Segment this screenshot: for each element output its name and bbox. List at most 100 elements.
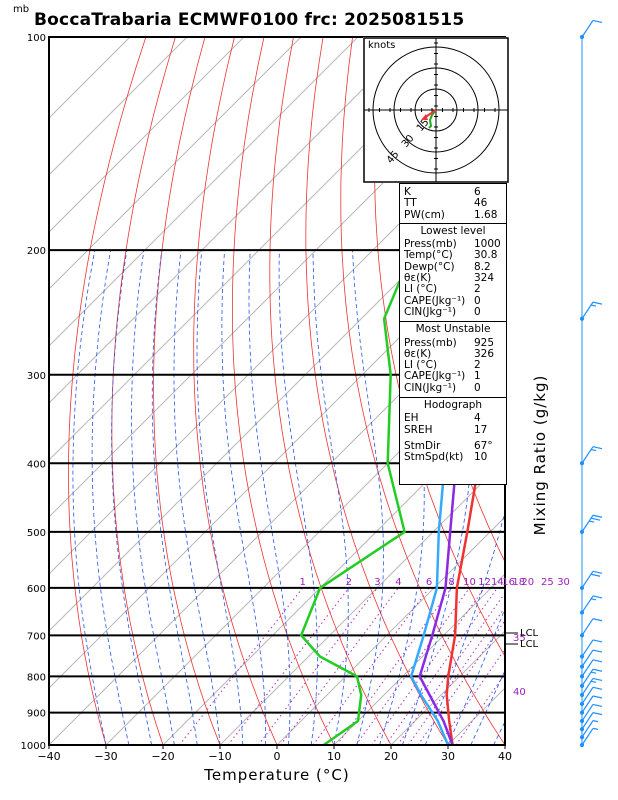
pressure-label: 400 [27,459,46,470]
wind-barb [579,570,603,591]
index-label: Temp(°C) [404,249,453,262]
mixing-ratio-label: 10 [463,577,476,588]
moist-adiabat [91,250,130,745]
tt-value: 46 [474,197,488,210]
mixing-ratio-line [227,587,350,745]
moist-adiabat [221,250,267,745]
isotherm [49,37,188,176]
wind-barb [579,301,603,321]
x-tick-label: −20 [151,750,174,763]
mixing-ratio-label: 20 [521,577,534,588]
mixing-ratio-line [407,606,505,745]
chart-title: BoccaTrabaria ECMWF0100 frc: 2025081515 [34,10,465,30]
index-value: 0 [474,294,481,307]
hodograph-unit: knots [368,40,395,51]
pressure-unit-label: mb [13,4,30,15]
index-label: StmDir [404,439,441,452]
pressure-label: 200 [27,246,46,257]
moist-adiabat [151,250,198,745]
mixing-ratio-line [178,587,304,745]
isotherm [162,402,505,745]
x-tick-label: 20 [384,750,398,763]
index-label: θε(K) [404,272,432,285]
index-table: K 6 TT 46 PW(cm) 1.68 Lowest level Press(mb… [399,183,507,485]
wind-barb [579,649,603,669]
mixing-ratio-label: 40 [513,687,526,698]
mixing-ratio-line [371,587,485,745]
wind-barb [579,19,603,40]
pw-value: 1.68 [474,208,498,221]
isotherm [276,516,505,745]
pressure-label: 900 [27,709,46,720]
mixing-ratio-label: 16 [502,577,515,588]
wind-barb [579,446,603,466]
wind-barb [579,695,603,715]
pressure-label: 300 [27,371,46,382]
pressure-label: 800 [27,672,46,683]
pressure-label: 700 [27,631,46,642]
dry-adiabat [559,37,618,745]
mixing-ratio-line [438,648,505,745]
lowest-level-heading: Lowest level [420,224,486,237]
dry-adiabat [111,37,176,745]
x-axis-label: Temperature (°C) [203,766,349,784]
wind-barb [579,686,603,707]
index-label: Press(mb) [404,336,457,349]
wind-barb [579,595,603,615]
lcl-label: LCL [520,628,539,639]
mixing-ratio-label: 18 [512,577,525,588]
mixing-ratio-label: 12 [478,577,491,588]
index-value: 2 [474,359,481,372]
pressure-label: 1000 [21,741,46,752]
index-row: CAPE(Jkg⁻¹) 0 [404,294,502,307]
tt-label: TT [404,197,417,210]
index-label: CAPE(Jkg⁻¹) [404,370,466,383]
index-row: Press(mb) 925 [404,336,502,349]
hodograph-heading: Hodograph [423,399,483,412]
mixing-ratio-line [397,592,505,745]
isotherm [49,37,302,290]
index-value: 2 [474,283,481,296]
index-row: StmDir 67° [404,439,502,452]
wind-barb [579,668,603,688]
mixing-ratio-label: 25 [541,577,554,588]
wind-barb [579,712,603,732]
x-tick-label: 10 [327,750,341,763]
isotherm [219,459,505,745]
index-label: EH [404,412,419,425]
index-row: θε(K) 324 [404,272,502,285]
mixing-ratio-line [257,587,378,745]
dry-adiabat [153,37,221,745]
mixing-ratio-axis-label: Mixing Ratio (g/kg) [531,375,549,536]
pressure-label: 500 [27,528,46,539]
index-row: CIN(Jkg⁻¹) 0 [404,305,502,318]
index-value: 1000 [474,238,501,251]
wind-barb [579,720,599,740]
index-label: StmSpd(kt) [404,451,464,464]
index-value: 8.2 [474,260,491,273]
isotherm [49,37,131,119]
isotherm [49,174,505,632]
dry-adiabat [231,37,335,745]
wind-barb [579,514,603,534]
mixing-ratio-label: 30 [557,577,570,588]
isotherm [49,37,473,461]
wind-barb [579,618,603,638]
index-row: θε(K) 326 [404,348,502,360]
moist-adiabat [72,250,107,745]
pw-label: PW(cm) [404,208,445,221]
index-row: CAPE(Jkg⁻¹) 1 [404,370,502,383]
isotherm [333,573,505,745]
index-value: 30.8 [474,249,498,262]
index-label: SREH [404,423,433,436]
index-label: CAPE(Jkg⁻¹) [404,294,466,307]
moist-adiabat [248,250,291,745]
mixing-ratio-label: 6 [426,577,432,588]
index-value: 0 [474,381,481,394]
mixing-ratio-line [280,587,399,745]
index-value: 0 [474,305,481,318]
isotherm [49,37,359,347]
x-tick-label: 40 [498,750,512,763]
dry-adiabat [68,37,147,745]
